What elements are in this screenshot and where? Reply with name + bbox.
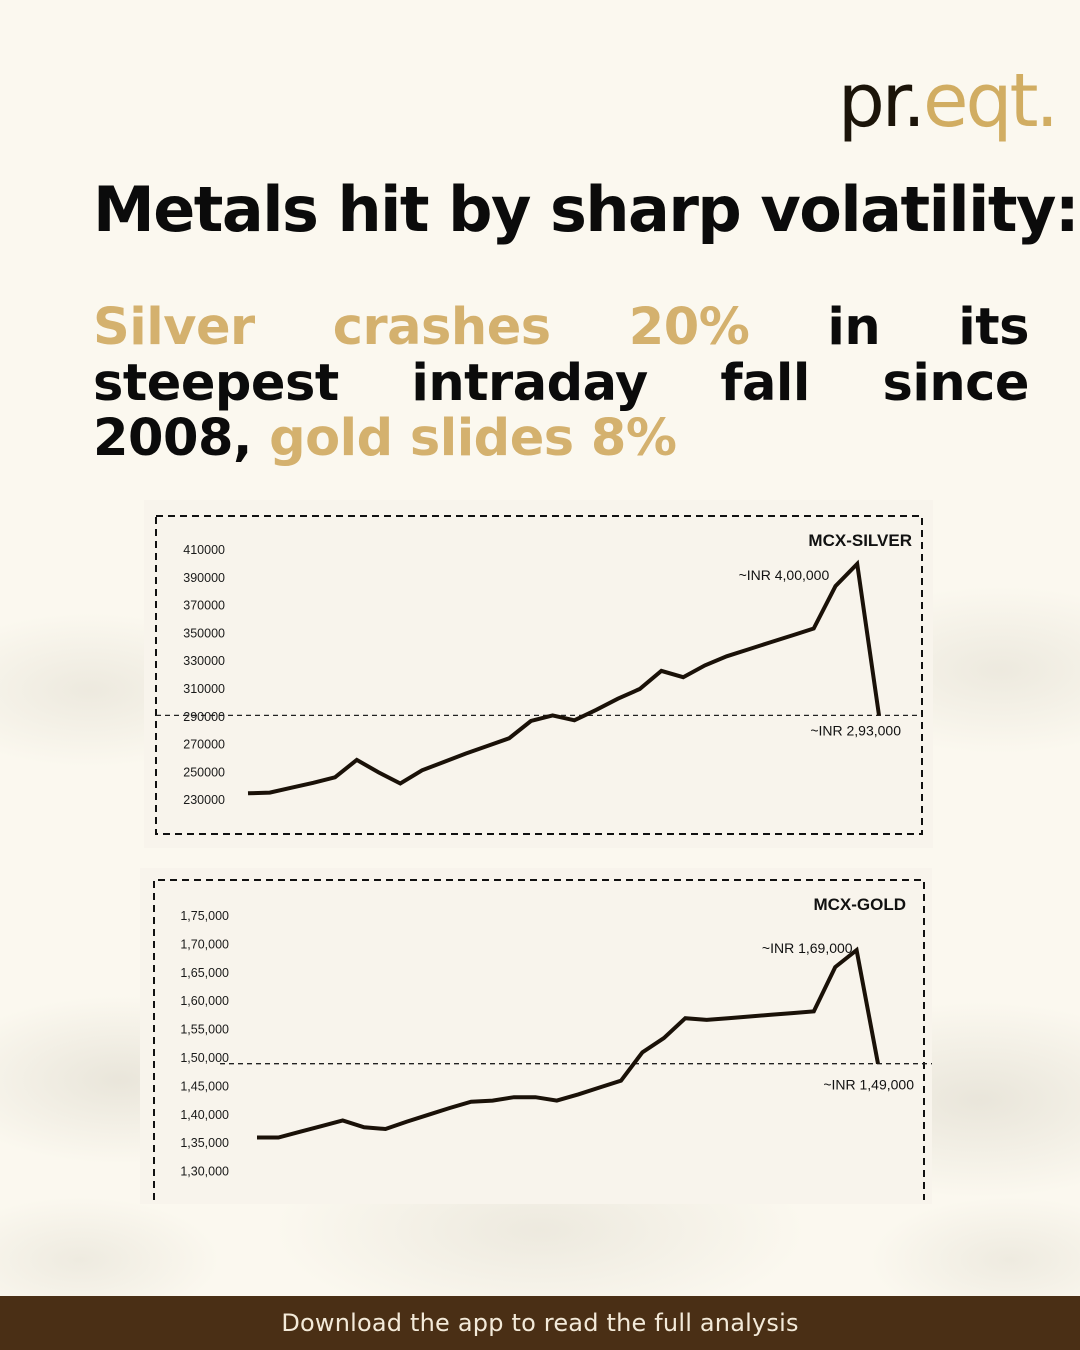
silver-y-tick-label: 350000	[183, 626, 225, 640]
gold-chart-svg: 1,75,000 1,70,000 1,65,000 1,60,000 1,55,000…	[153, 879, 932, 1200]
silver-y-tick-label: 310000	[183, 682, 225, 696]
silver-y-tick-label: 390000	[183, 571, 225, 585]
silver-y-tick-label: 410000	[183, 543, 225, 557]
gold-price-line	[257, 946, 880, 1140]
subheadline-silver-highlight: Silver crashes 20%	[93, 298, 750, 357]
gold-annotation: ~INR 1,49,000	[823, 1077, 914, 1093]
silver-chart-svg: 410000 390000 370000 350000 330000 310000 2900…	[155, 515, 923, 835]
footer-cta-bar[interactable]: Download the app to read the full analys…	[0, 1296, 1080, 1350]
gold-y-tick-label: 1,40,000	[180, 1108, 229, 1122]
brand-logo: pr.eqt.	[837, 58, 1059, 144]
silver-y-tick-label: 290000	[183, 710, 225, 724]
silver-frame	[155, 515, 923, 835]
headline: Metals hit by sharp volatility:	[93, 173, 1080, 246]
silver-y-tick-label: 270000	[183, 738, 225, 752]
gold-frame	[153, 879, 925, 1200]
silver-y-tick-label: 250000	[183, 765, 225, 779]
gold-y-tick-label: 1,70,000	[180, 937, 229, 951]
silver-chart: 410000 390000 370000 350000 330000 310000 2900…	[144, 500, 933, 848]
silver-y-tick-label: 230000	[183, 793, 225, 807]
gold-y-tick-label: 1,50,000	[180, 1051, 229, 1065]
gold-y-tick-label: 1,30,000	[180, 1165, 229, 1179]
gold-y-tick-label: 1,55,000	[180, 1023, 229, 1037]
subheadline-body: in its steepest intraday fall since 2008…	[93, 298, 1030, 469]
footer-cta-text[interactable]: Download the app to read the full analys…	[281, 1309, 799, 1337]
silver-y-tick-label: 330000	[183, 654, 225, 668]
gold-y-tick-label: 1,35,000	[180, 1136, 229, 1150]
gold-y-tick-label: 1,60,000	[180, 994, 229, 1008]
subheadline: Silver crashes 20% in its steepest intra…	[93, 298, 1030, 469]
gold-chart-title: MCX-GOLD	[813, 895, 906, 914]
silver-annotation: ~INR 2,93,000	[810, 722, 901, 738]
silver-annotation: ~INR 4,00,000	[739, 567, 830, 583]
gold-annotation: ~INR 1,69,000	[762, 940, 853, 956]
gold-y-tick-label: 1,65,000	[180, 966, 229, 980]
silver-chart-title: MCX-SILVER	[808, 531, 912, 550]
silver-price-line	[247, 559, 881, 796]
silver-y-tick-label: 370000	[183, 599, 225, 613]
gold-chart: 1,75,000 1,70,000 1,65,000 1,60,000 1,55,000…	[140, 868, 932, 1204]
gold-y-tick-label: 1,75,000	[180, 909, 229, 923]
subheadline-gold-highlight: gold slides 8%	[269, 409, 677, 469]
gold-y-tick-label: 1,45,000	[180, 1079, 229, 1093]
